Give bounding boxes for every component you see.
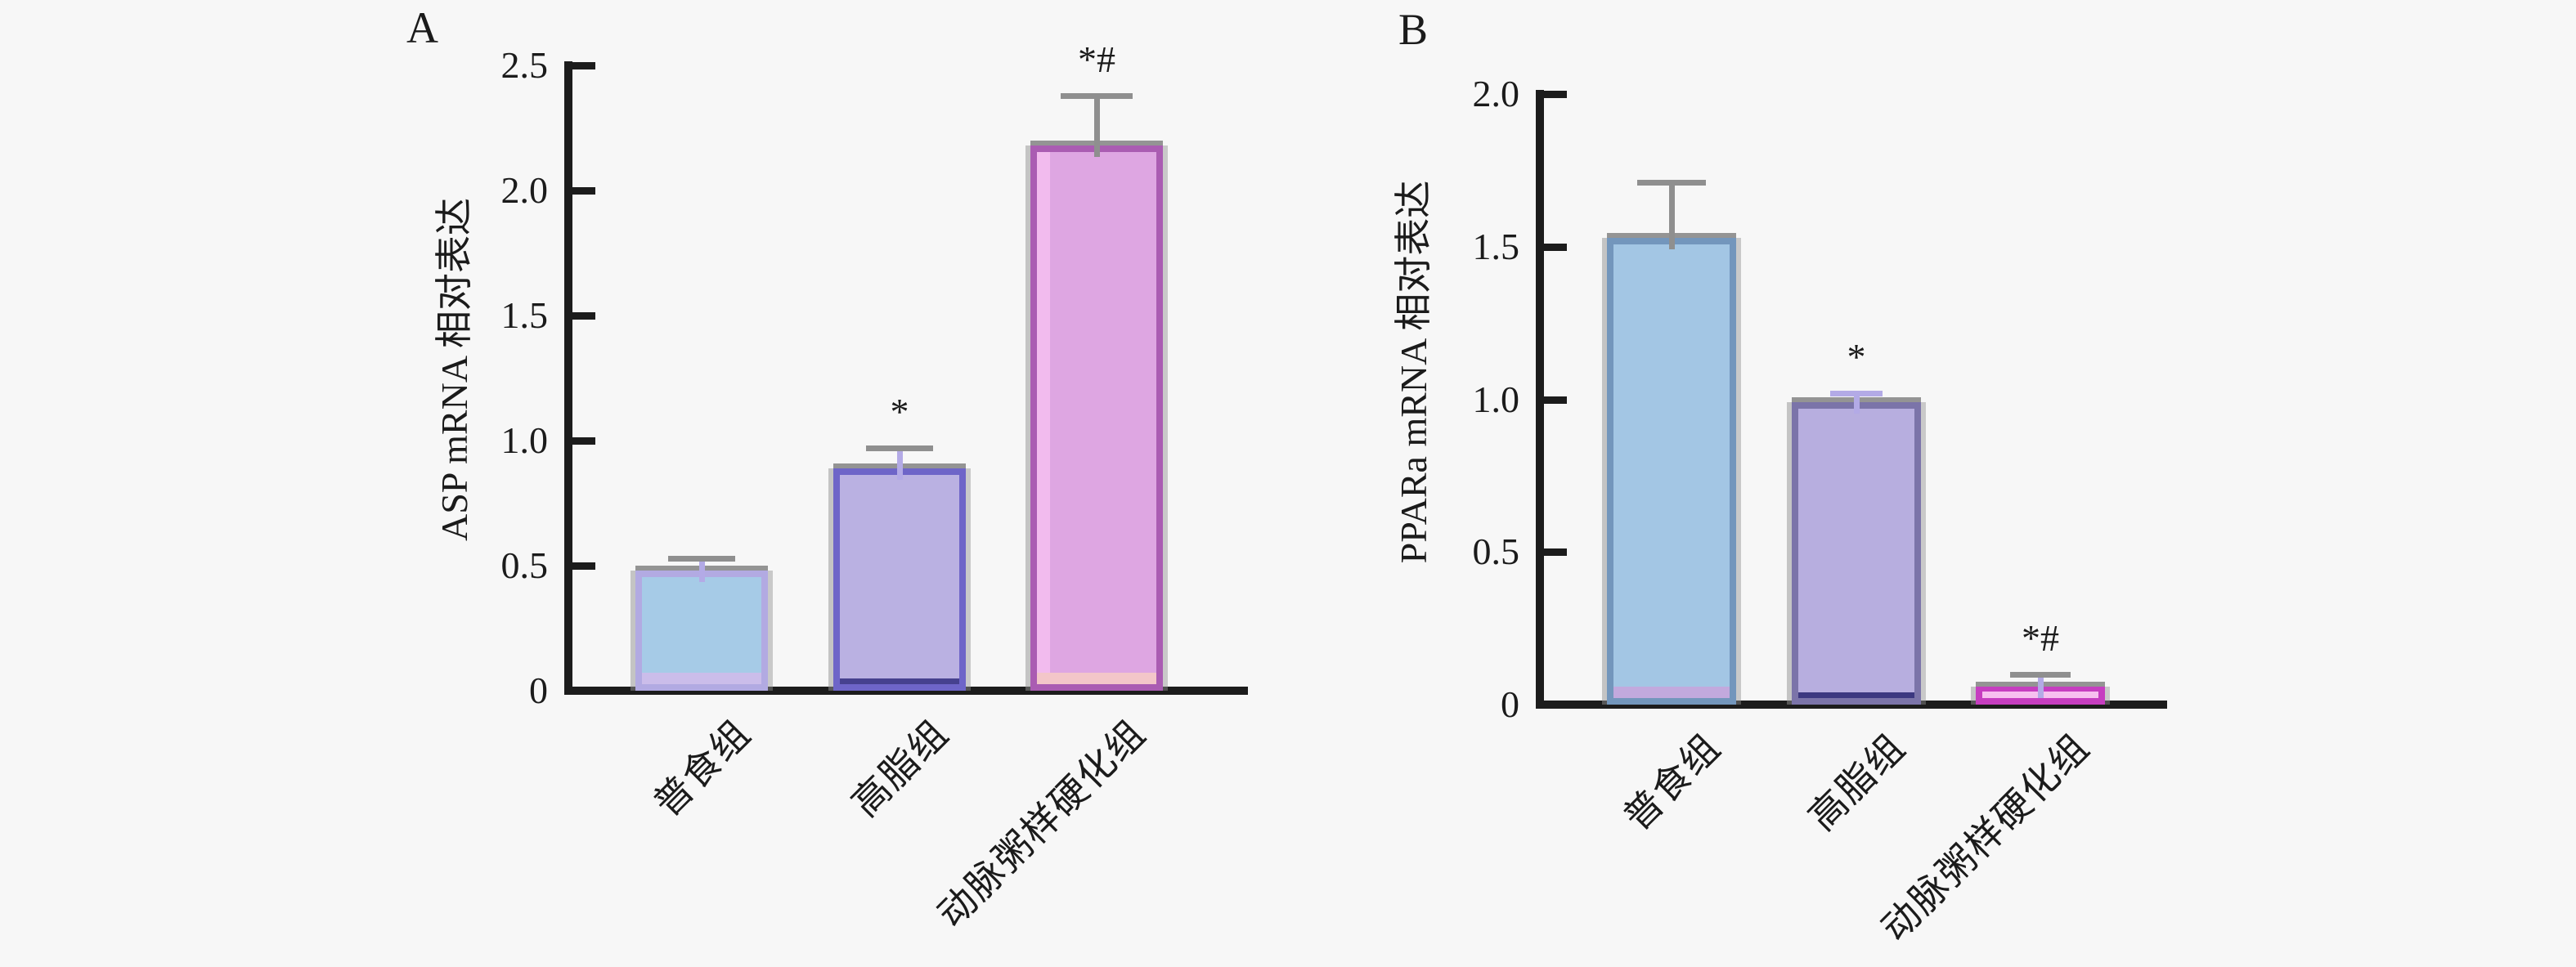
bar-高脂组 (833, 468, 966, 691)
y-tick-label: 0.5 (500, 544, 549, 586)
y-tick-mark (572, 562, 595, 570)
y-tick-mark (572, 62, 595, 69)
bar-bottom-strip (1798, 692, 1914, 698)
error-bar-cap (1830, 391, 1883, 397)
x-tick-label: 普食组 (1615, 725, 1729, 839)
y-tick-mark (1544, 396, 1567, 404)
y-tick-label: 0.5 (1472, 531, 1520, 573)
bar-bottom-strip (642, 672, 761, 684)
panel-letter: A (406, 3, 438, 52)
error-bar-cap (2010, 671, 2071, 678)
y-tick-label: 2.5 (500, 44, 549, 86)
y-tick-label: 1.5 (500, 294, 549, 336)
y-tick-mark (1544, 91, 1567, 98)
y-tick-mark (572, 187, 595, 195)
error-bar-stem (2038, 674, 2044, 698)
error-bar-stem (1094, 95, 1100, 157)
y-tick-mark (1544, 243, 1567, 251)
y-tick-mark (1544, 548, 1567, 557)
significance-annotation: * (1847, 336, 1866, 378)
y-axis-line (1536, 90, 1544, 709)
y-tick-label: 0 (1501, 683, 1519, 725)
error-bar-cap (1637, 180, 1706, 186)
error-bar-stem (1669, 182, 1675, 249)
error-bar-cap (866, 445, 933, 452)
y-tick-label: 2.0 (1472, 73, 1520, 114)
x-axis-line (1536, 701, 2167, 709)
bar-高脂组 (1792, 402, 1921, 705)
error-bar-cap (668, 555, 735, 562)
bar-普食组 (1607, 237, 1736, 705)
y-tick-label: 1.0 (1472, 378, 1520, 420)
x-tick-label: 高脂组 (1800, 725, 1914, 839)
y-tick-mark (572, 437, 595, 445)
significance-annotation: *# (2022, 616, 2059, 659)
error-bar-stem (1854, 393, 1860, 414)
significance-annotation: * (890, 391, 909, 433)
y-tick-mark (1544, 701, 1567, 709)
bar-普食组 (635, 571, 768, 691)
y-tick-label: 1.0 (500, 419, 549, 461)
y-axis-line (564, 61, 572, 695)
y-axis-title: PPARa mRNA 相对表达 (1393, 180, 1434, 564)
error-bar-stem (897, 448, 903, 480)
bar-bottom-strip (840, 678, 959, 684)
bar-bottom-strip (1037, 672, 1156, 684)
y-tick-mark (572, 312, 595, 320)
bar-动脉粥样硬化组 (1030, 145, 1163, 691)
y-tick-label: 0 (529, 669, 548, 711)
y-tick-label: 1.5 (1472, 225, 1520, 267)
error-bar-stem (699, 557, 705, 583)
y-tick-label: 2.0 (500, 169, 549, 211)
error-bar-cap (1061, 92, 1133, 99)
bar-bottom-strip (1613, 686, 1730, 698)
significance-annotation: *# (1078, 38, 1115, 80)
panel-letter: B (1398, 5, 1429, 54)
y-tick-mark (572, 687, 595, 695)
x-axis-line (564, 687, 1248, 695)
